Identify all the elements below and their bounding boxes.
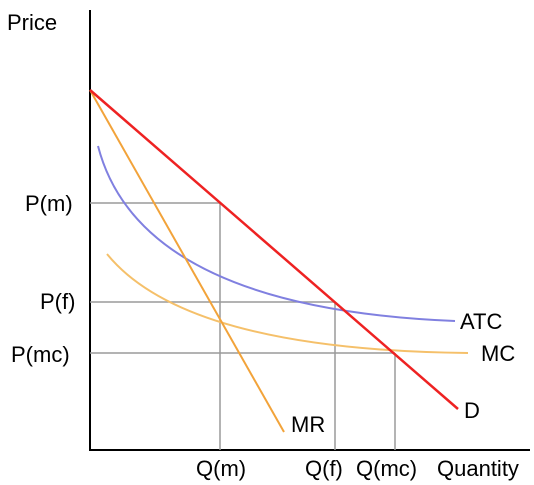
atc-curve-label: ATC: [460, 309, 502, 334]
demand-curve: [89, 89, 459, 410]
price-label-marginal-cost: P(mc): [11, 342, 70, 367]
average-total-cost-curve: [97, 145, 456, 322]
demand-curve-label: D: [464, 398, 480, 423]
x-axis-title: Quantity: [437, 456, 519, 481]
guide-lines: [90, 202, 396, 450]
price-label-fair-return: P(f): [40, 289, 75, 314]
price-label-monopoly: P(m): [25, 191, 73, 216]
mr-curve-label: MR: [291, 412, 325, 437]
marginal-cost-curve: [106, 253, 469, 354]
marginal-revenue-curve: [89, 89, 285, 433]
y-axis-title: Price: [7, 10, 57, 35]
quantity-label-marginal-cost: Q(mc): [356, 456, 417, 481]
quantity-label-fair-return: Q(f): [305, 456, 343, 481]
mc-curve-label: MC: [481, 341, 515, 366]
quantity-label-monopoly: Q(m): [196, 456, 246, 481]
